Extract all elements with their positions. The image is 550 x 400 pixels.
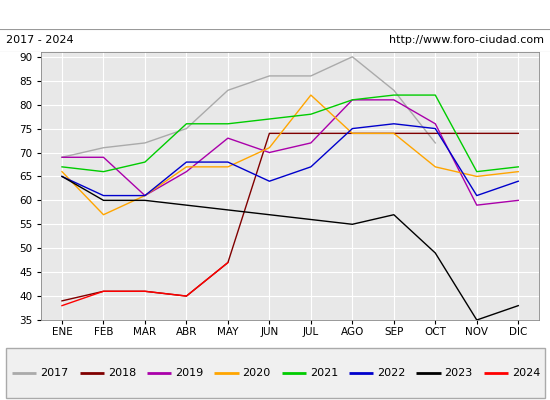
Text: 2020: 2020 <box>243 368 271 378</box>
Text: 2017: 2017 <box>40 368 69 378</box>
Text: Evolucion del paro registrado en Antella: Evolucion del paro registrado en Antella <box>122 7 428 22</box>
Text: 2024: 2024 <box>512 368 540 378</box>
Text: 2023: 2023 <box>444 368 473 378</box>
Text: 2018: 2018 <box>108 368 136 378</box>
Text: 2022: 2022 <box>377 368 405 378</box>
Text: 2019: 2019 <box>175 368 204 378</box>
Text: http://www.foro-ciudad.com: http://www.foro-ciudad.com <box>389 36 544 46</box>
Text: 2017 - 2024: 2017 - 2024 <box>6 36 73 46</box>
Text: 2021: 2021 <box>310 368 338 378</box>
FancyBboxPatch shape <box>6 348 544 398</box>
